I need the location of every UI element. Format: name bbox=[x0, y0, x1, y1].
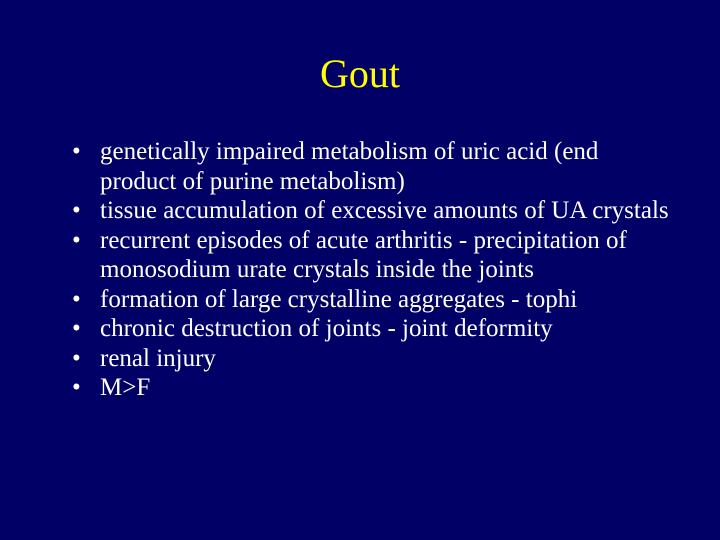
bullet-item: recurrent episodes of acute arthritis - … bbox=[72, 226, 670, 285]
bullet-item: chronic destruction of joints - joint de… bbox=[72, 314, 670, 344]
bullet-list: genetically impaired metabolism of uric … bbox=[50, 137, 670, 403]
bullet-item: genetically impaired metabolism of uric … bbox=[72, 137, 670, 196]
slide-title: Gout bbox=[50, 50, 670, 97]
slide-container: Gout genetically impaired metabolism of … bbox=[0, 0, 720, 540]
bullet-item: M>F bbox=[72, 373, 670, 403]
bullet-item: formation of large crystalline aggregate… bbox=[72, 285, 670, 315]
bullet-item: renal injury bbox=[72, 344, 670, 374]
bullet-item: tissue accumulation of excessive amounts… bbox=[72, 196, 670, 226]
